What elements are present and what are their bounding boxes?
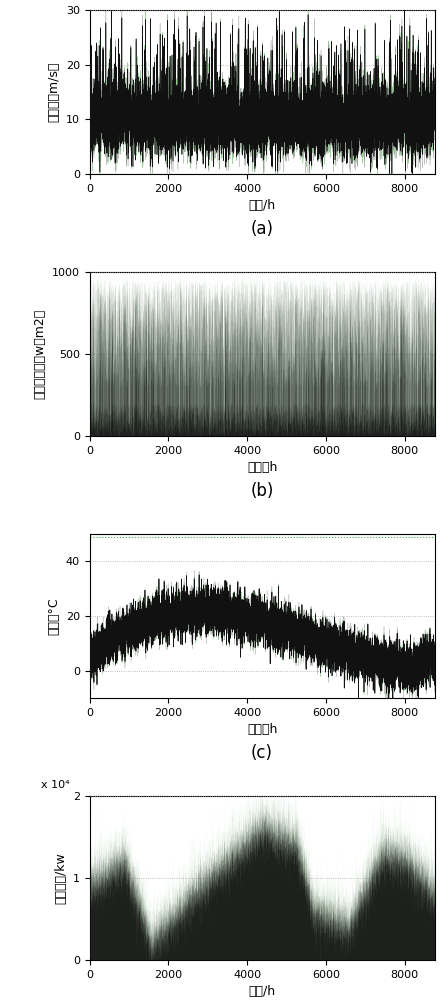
Text: (a): (a) <box>250 220 274 238</box>
X-axis label: 时间/h: 时间/h <box>249 985 276 998</box>
Text: x 10⁴: x 10⁴ <box>41 780 70 790</box>
Y-axis label: 光照强度／（w／m2）: 光照强度／（w／m2） <box>33 309 46 399</box>
X-axis label: 时间／h: 时间／h <box>247 723 277 736</box>
Text: (c): (c) <box>251 744 273 762</box>
Y-axis label: 风速／（m/s）: 风速／（m/s） <box>47 62 60 122</box>
Y-axis label: 负荷功率/kw: 负荷功率/kw <box>54 852 67 904</box>
Y-axis label: 温度／°C: 温度／°C <box>47 597 60 635</box>
X-axis label: 时间／h: 时间／h <box>247 461 277 474</box>
X-axis label: 时间/h: 时间/h <box>249 199 276 212</box>
Text: (b): (b) <box>250 482 274 500</box>
